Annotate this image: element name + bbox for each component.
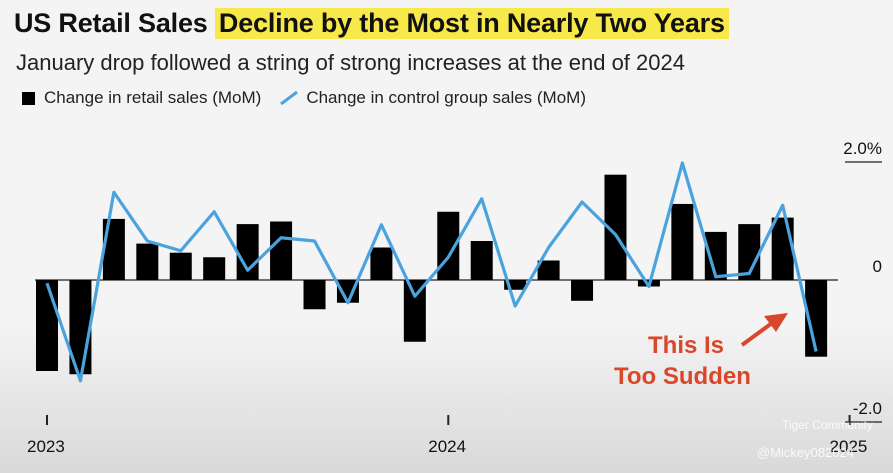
retail-sales-bar xyxy=(504,280,527,290)
annotation-arrow-shaft xyxy=(740,321,774,347)
retail-sales-bar xyxy=(470,241,493,280)
background-fade xyxy=(0,323,893,473)
legend-line-swatch xyxy=(280,91,299,105)
watermark-brand: Tiger Community xyxy=(782,418,873,432)
retail-sales-bar xyxy=(36,280,58,371)
chart-subtitle: January drop followed a string of strong… xyxy=(16,50,685,75)
x-tick-label: 2024 xyxy=(428,437,466,456)
retail-sales-bar xyxy=(604,174,627,280)
legend-line-label: Change in control group sales (MoM) xyxy=(306,88,586,107)
retail-sales-bar xyxy=(704,231,727,280)
retail-sales-bar xyxy=(537,260,560,280)
retail-sales-bar xyxy=(102,218,125,280)
legend-bar-swatch xyxy=(22,91,35,105)
title-plain: US Retail Sales xyxy=(14,8,208,38)
retail-sales-bar xyxy=(270,221,293,280)
legend: Change in retail sales (MoM) Change in c… xyxy=(22,88,586,108)
annotation-text: This Is xyxy=(648,332,724,359)
annotation-arrow-head xyxy=(764,313,788,332)
control-group-line xyxy=(45,161,818,383)
retail-sales-bar xyxy=(169,252,192,280)
title-highlight: Decline by the Most in Nearly Two Years xyxy=(214,8,729,39)
y-tick-label: 0 xyxy=(873,257,882,276)
retail-sales-bar xyxy=(571,280,594,301)
retail-sales-bar xyxy=(738,224,761,280)
retail-sales-bar xyxy=(203,257,226,280)
retail-sales-bar xyxy=(336,280,359,303)
y-tick-label: 2.0% xyxy=(843,139,882,158)
retail-sales-bar xyxy=(370,247,393,280)
watermark-handle: @Mickey082024 xyxy=(757,445,855,460)
retail-sales-bar xyxy=(771,217,794,280)
x-tick-label: 2025 xyxy=(830,437,868,456)
annotation-text: Too Sudden xyxy=(614,363,751,390)
retail-sales-bar xyxy=(403,280,426,342)
retail-sales-bar xyxy=(671,203,694,280)
retail-sales-bar xyxy=(805,280,828,357)
retail-sales-bar xyxy=(136,243,159,280)
y-tick-label: -2.0 xyxy=(853,399,882,418)
x-tick-label: 2023 xyxy=(27,437,65,456)
chart-title: US Retail Sales Decline by the Most in N… xyxy=(14,8,729,39)
legend-bar-label: Change in retail sales (MoM) xyxy=(44,88,262,107)
retail-sales-bar xyxy=(303,280,326,310)
